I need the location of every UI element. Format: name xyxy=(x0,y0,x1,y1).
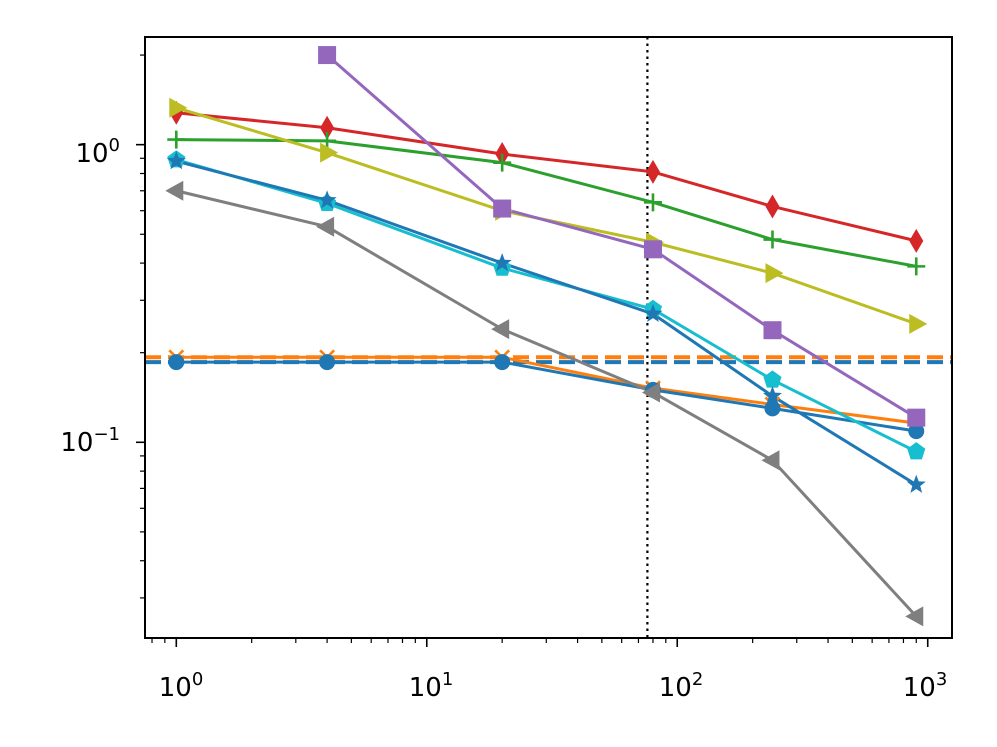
y-tick-label-1: 100 xyxy=(75,135,120,169)
series-purple-square-markers xyxy=(318,46,926,427)
major-ticks xyxy=(136,143,929,647)
series-olive-triangle-right-line xyxy=(175,106,917,326)
series-orange-x-line xyxy=(176,355,917,425)
series-red-diamond-point xyxy=(320,115,335,140)
series-red-diamond-point xyxy=(645,159,660,184)
series-purple-square-point xyxy=(643,240,662,259)
series-gray-triangle-left-point xyxy=(165,180,184,201)
series-olive-triangle-right-point xyxy=(909,313,928,334)
series-purple-square-point xyxy=(318,46,337,65)
series-cyan-pentagon-point xyxy=(907,442,926,460)
series-blue-circle-point xyxy=(168,354,185,371)
series-blue-star-point xyxy=(492,253,512,272)
series-green-plus-point xyxy=(643,193,662,212)
series-blue-star-point xyxy=(166,151,186,170)
series-blue-circle-point xyxy=(494,354,511,371)
series-blue-star-point xyxy=(317,190,337,209)
x-tick-label-1: 100 xyxy=(159,669,204,703)
series-blue-circle-point xyxy=(764,400,781,417)
series-red-diamond-markers xyxy=(169,100,924,253)
series-olive-triangle-right-point xyxy=(765,263,784,284)
series-purple-square-point xyxy=(763,321,782,340)
series-blue-circle-point xyxy=(908,423,925,440)
series-olive-triangle-right-point xyxy=(169,97,188,118)
series-gray-triangle-left-point xyxy=(491,319,510,340)
series-gray-triangle-left-point xyxy=(641,382,660,403)
series-red-diamond-line xyxy=(176,111,917,243)
series-blue-circle-point xyxy=(319,354,336,371)
x-tick-label-10: 101 xyxy=(409,669,454,703)
series-red-diamond-point xyxy=(909,228,924,253)
series-gray-triangle-left-point xyxy=(905,606,924,627)
series-blue-star-point xyxy=(762,386,782,405)
x-tick-label-1000: 103 xyxy=(903,669,948,703)
series-green-plus-point xyxy=(167,130,186,149)
series-olive-triangle-right-point xyxy=(320,142,339,163)
plot-frame xyxy=(144,36,953,639)
x-tick-label-100: 102 xyxy=(659,669,704,703)
y-tick-label-0.1: 10−1 xyxy=(60,424,120,458)
series-blue-star-point xyxy=(906,474,926,493)
series-green-plus-point xyxy=(493,153,512,172)
series-green-plus-point xyxy=(907,257,926,276)
series-cyan-pentagon-point xyxy=(763,370,782,388)
series-gray-triangle-left-point xyxy=(316,216,335,237)
series-gray-triangle-left-line xyxy=(175,189,918,618)
series-blue-star-line xyxy=(175,159,918,487)
series-purple-square-point xyxy=(907,408,926,427)
series-blue-star-point xyxy=(643,303,663,322)
series-green-plus-point xyxy=(763,230,782,249)
series-green-plus-line xyxy=(176,138,917,268)
series-blue-star-markers xyxy=(166,151,926,493)
series-markers xyxy=(165,46,928,627)
series-red-diamond-point xyxy=(765,194,780,219)
series-purple-square-point xyxy=(493,199,512,218)
series-gray-triangle-left-markers xyxy=(165,180,924,627)
series-gray-triangle-left-point xyxy=(761,450,780,471)
